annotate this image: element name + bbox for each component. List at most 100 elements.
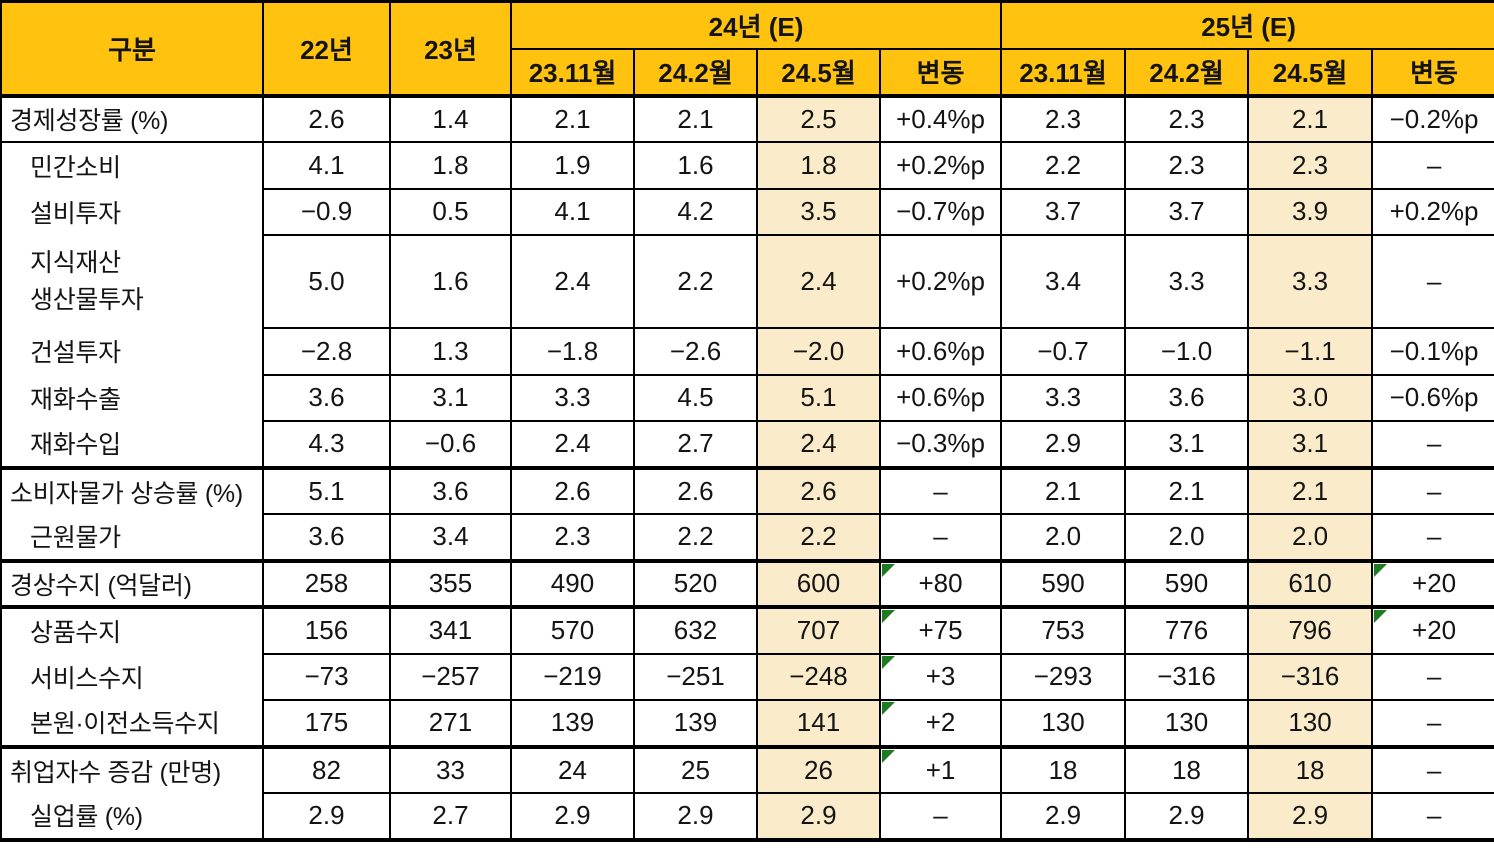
cell-change: −0.6%p [1371,373,1494,421]
cell: 590 [1000,558,1126,607]
row-label: 지식재산 생산물투자 [0,235,263,328]
cell: −73 [262,652,390,700]
row-label: 재화수입 [0,421,263,468]
cell: 18 [1000,744,1126,793]
row-label: 경제성장률 (%) [0,95,263,142]
cell: −251 [633,652,757,700]
cell-highlight: 3.3 [1247,234,1373,328]
cell-change: +0.2%p [878,234,1002,328]
cell: 1.4 [389,95,511,142]
cell: 1.9 [510,141,634,189]
cell-change: +3 [878,652,1002,700]
cell-highlight: 2.2 [756,513,880,561]
cell: 130 [1000,699,1126,747]
economic-forecast-table: 구분 22년 23년 24년 (E) 25년 (E) 23.11월 24.2월 … [0,0,1494,842]
cell-change: – [878,513,1002,561]
cell: 590 [1124,558,1249,607]
cell: 82 [262,744,390,793]
cell: 3.3 [1000,373,1126,421]
cell: 2.7 [633,420,757,468]
cell: 4.1 [510,187,634,235]
cell: 2.3 [1124,141,1249,189]
table-row-construction-investment: 건설투자 −2.8 1.3 −1.8 −2.6 −2.0 +0.6%p −0.7… [0,327,1494,375]
cell-change: +20 [1371,558,1494,607]
cell-highlight: −2.0 [756,327,880,375]
header-row-groups: 구분 22년 23년 24년 (E) 25년 (E) [0,1,1494,98]
cell: 1.6 [633,141,757,189]
table-row-goods-balance: 상품수지 156 341 570 632 707 +75 753 776 796… [0,605,1494,654]
cell-change: −0.7%p [878,187,1002,235]
cell: 4.2 [633,187,757,235]
cell-highlight: −316 [1247,652,1373,700]
header-24-nov23: 23.11월 [510,48,634,98]
cell-text: +20 [1412,568,1457,599]
cell: −1.8 [510,327,634,375]
row-label: 본원·이전소득수지 [0,700,263,747]
cell-highlight: 600 [756,558,880,607]
cell: 2.3 [1124,95,1249,142]
cell-highlight: 2.9 [1247,792,1373,840]
cell-text: +20 [1412,615,1457,646]
cell-change: – [1371,234,1494,328]
cell: −1.0 [1124,327,1249,375]
row-label: 경상수지 (억달러) [0,558,263,607]
header-24-may24: 24.5월 [756,48,880,98]
cell-change: +0.2%p [1371,187,1494,235]
cell: 3.7 [1124,187,1249,235]
cell-highlight: 2.1 [1247,465,1373,514]
cell-change: +80 [878,558,1002,607]
cell: 18 [1124,744,1249,793]
cell: 3.3 [510,373,634,421]
cell-highlight: 707 [756,605,880,654]
cell-highlight: 5.1 [756,373,880,421]
cell-text: +80 [918,568,963,599]
cell: 258 [262,558,390,607]
comment-triangle-icon [882,655,895,669]
cell: 130 [1124,699,1249,747]
cell: 3.4 [389,513,511,561]
cell-change: −0.3%p [878,420,1002,468]
header-year-22: 22년 [262,1,390,98]
cell: 1.8 [389,141,511,189]
cell: 175 [262,699,390,747]
table-row-goods-imports: 재화수입 4.3 −0.6 2.4 2.7 2.4 −0.3%p 2.9 3.1… [0,420,1494,468]
cell-change: +0.6%p [878,327,1002,375]
row-label: 소비자물가 상승률 (%) [0,465,263,514]
header-24-feb24: 24.2월 [633,48,757,98]
cell: 2.6 [633,465,757,514]
cell: 520 [633,558,757,607]
cell: 2.2 [1000,141,1126,189]
cell-change: – [1371,513,1494,561]
cell-highlight: 2.4 [756,420,880,468]
header-24-change: 변동 [878,48,1002,98]
cell: 490 [510,558,634,607]
cell-highlight: 2.6 [756,465,880,514]
cell: 2.2 [633,234,757,328]
cell: 2.9 [1124,792,1249,840]
comment-triangle-icon [882,702,895,715]
cell-change: – [878,465,1002,514]
cell: 2.4 [510,234,634,328]
cell: −0.6 [389,420,511,468]
table-row-core-inflation: 근원물가 3.6 3.4 2.3 2.2 2.2 – 2.0 2.0 2.0 – [0,513,1494,561]
cell-highlight: 3.1 [1247,420,1373,468]
cell: −219 [510,652,634,700]
table-row-facility-investment: 설비투자 −0.9 0.5 4.1 4.2 3.5 −0.7%p 3.7 3.7… [0,187,1494,235]
cell: −2.6 [633,327,757,375]
cell: 24 [510,744,634,793]
cell: 0.5 [389,187,511,235]
cell-highlight: 3.0 [1247,373,1373,421]
cell: −257 [389,652,511,700]
cell: 156 [262,605,390,654]
comment-triangle-icon [882,563,895,577]
cell: 632 [633,605,757,654]
cell: 2.0 [1000,513,1126,561]
row-label: 서비스수지 [0,653,263,700]
cell: 2.2 [633,513,757,561]
comment-triangle-icon [1374,563,1388,577]
cell: 570 [510,605,634,654]
cell-change: – [1371,141,1494,189]
header-group-25: 25년 (E) [1000,1,1494,50]
cell: 3.6 [262,373,390,421]
cell-highlight: 141 [756,699,880,747]
